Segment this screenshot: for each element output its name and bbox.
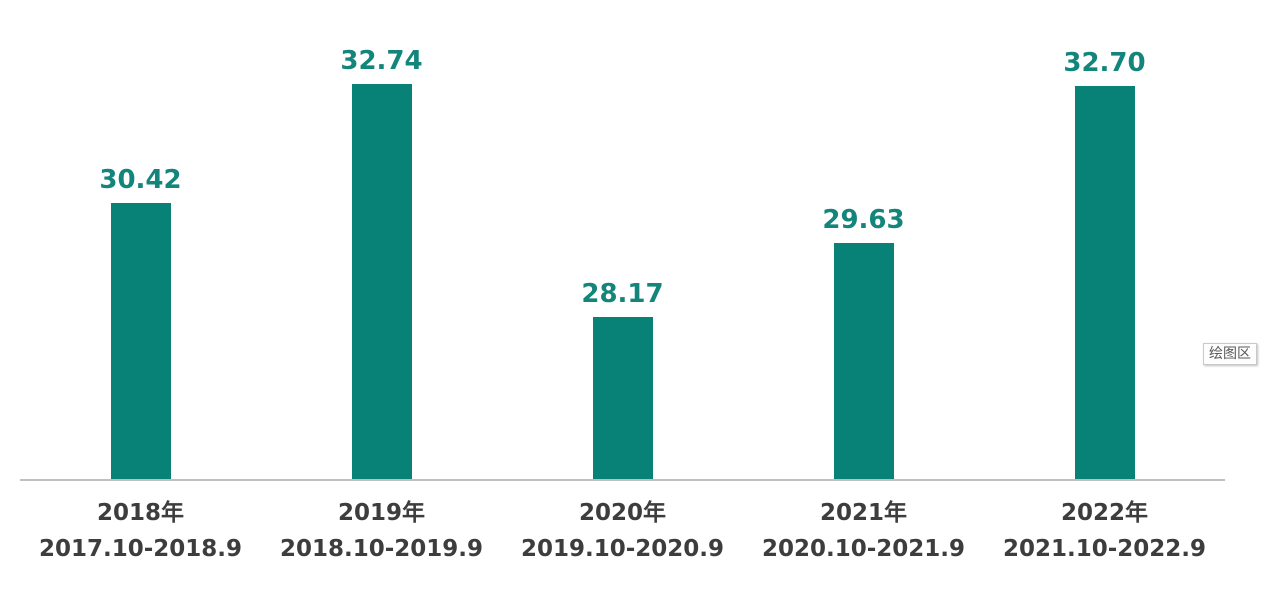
category-label: 2019年 2018.10-2019.9 — [261, 495, 502, 567]
bar-group: 32.70 — [984, 10, 1225, 479]
category-year: 2019年 — [337, 500, 425, 526]
category-year: 2018年 — [96, 500, 184, 526]
category-year: 2021年 — [819, 500, 907, 526]
bar-group: 32.74 — [261, 10, 502, 479]
x-axis: 2018年 2017.10-2018.9 2019年 2018.10-2019.… — [20, 495, 1225, 567]
category-range: 2020.10-2021.9 — [761, 536, 966, 562]
bar-group: 28.17 — [502, 10, 743, 479]
bar[interactable] — [833, 242, 894, 479]
category-range: 2021.10-2022.9 — [1002, 536, 1207, 562]
bar-group: 30.42 — [20, 10, 261, 479]
bar[interactable] — [1074, 86, 1135, 479]
category-label: 2021年 2020.10-2021.9 — [743, 495, 984, 567]
bar-value-label: 29.63 — [822, 204, 905, 235]
bar-group: 29.63 — [743, 10, 984, 479]
bar[interactable] — [351, 84, 412, 479]
category-range: 2019.10-2020.9 — [520, 536, 725, 562]
category-year: 2020年 — [578, 500, 666, 526]
category-label: 2018年 2017.10-2018.9 — [20, 495, 261, 567]
category-range: 2018.10-2019.9 — [279, 536, 484, 562]
bar-value-label: 30.42 — [99, 164, 182, 195]
category-year: 2022年 — [1060, 500, 1148, 526]
bar-value-label: 32.74 — [340, 46, 423, 77]
plot-area-tooltip: 绘图区 — [1203, 343, 1257, 365]
bar-value-label: 28.17 — [581, 279, 664, 310]
category-label: 2020年 2019.10-2020.9 — [502, 495, 743, 567]
bar-value-label: 32.70 — [1063, 48, 1146, 79]
category-label: 2022年 2021.10-2022.9 — [984, 495, 1225, 567]
category-range: 2017.10-2018.9 — [38, 536, 243, 562]
bar[interactable] — [110, 202, 171, 479]
bar[interactable] — [592, 317, 653, 479]
plot-area[interactable]: 30.42 32.74 28.17 29.63 32.70 — [20, 10, 1225, 481]
